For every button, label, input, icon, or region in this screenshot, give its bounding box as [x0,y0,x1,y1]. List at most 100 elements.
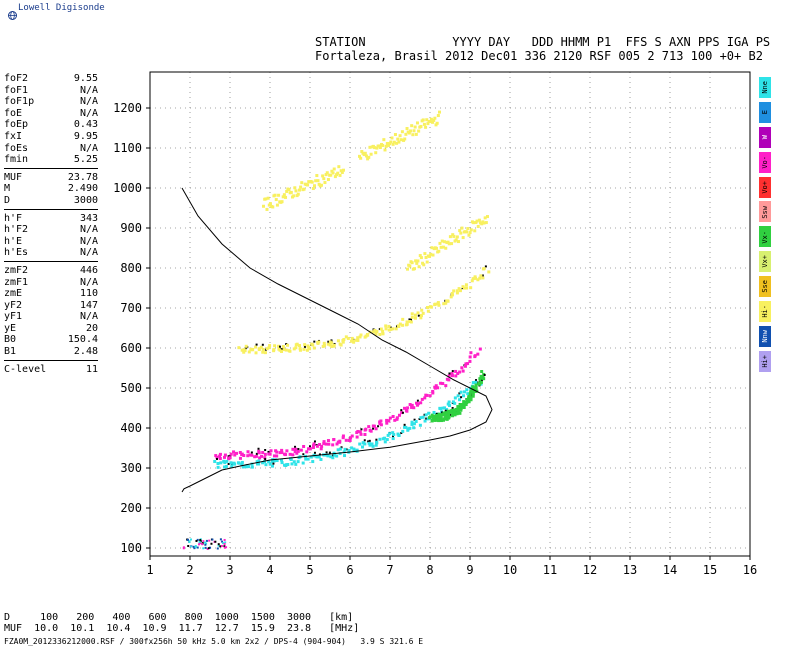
echo-point [473,388,477,392]
echo-point-hop [432,118,436,122]
param-row: foEs N/A [4,143,98,155]
param-value: 150.4 [67,334,98,346]
echo-point [408,403,412,407]
echo-point-low [198,543,201,546]
echo-point [250,348,254,352]
legend-chip-hi-: Hi- [759,301,771,323]
echo-point [431,418,435,422]
echo-point-hop [460,226,464,230]
y-tick-label: 1200 [113,101,142,115]
echo-point [451,400,455,404]
echo-point-hop [373,146,377,150]
echo-point [420,314,424,318]
echo-point [465,401,469,405]
echo-point [450,374,454,378]
echo-point-hop [465,230,469,234]
echo-point-hop [476,224,480,228]
echo-point [322,341,326,345]
echo-point [356,429,360,433]
echo-point [219,461,223,465]
y-tick-label: 700 [120,301,142,315]
echo-point [459,390,463,394]
echo-point [248,453,252,457]
echo-point [224,464,228,468]
echo-point [464,283,468,287]
legend-label: Vo+ [761,180,769,194]
echo-point [452,289,456,293]
echo-point [394,327,398,331]
echo-point [305,450,309,454]
echo-point [444,301,448,305]
echo-point-dark [441,411,444,414]
echo-point-low [202,547,205,550]
echo-point-hop [310,180,314,184]
echo-point [259,345,263,349]
echo-point [322,440,326,444]
echo-point-hop [431,120,435,124]
echo-point [335,454,339,458]
echo-point-hop [475,219,479,223]
y-tick-label: 800 [120,261,142,275]
echo-point [387,324,391,328]
echo-point-hop [319,183,323,187]
param-value: N/A [79,276,98,288]
echo-point [305,348,309,352]
echo-point [312,442,316,446]
param-value: 3000 [73,194,98,206]
echo-point [447,415,451,419]
echo-point-hop [425,118,429,122]
echo-point-hop [405,127,409,131]
legend-chip-hi-: Hi+ [759,350,771,372]
echo-point-hop [446,240,450,244]
param-row: C-level 11 [4,364,98,376]
param-row: yE 20 [4,323,98,335]
echo-point [391,414,395,418]
echo-point [363,428,367,432]
param-key: h'F2 [4,224,29,236]
echo-point [320,444,324,448]
echo-point-hop [424,255,428,259]
echo-point [292,460,296,464]
echo-point [479,380,483,384]
echo-point-low [199,542,202,545]
echo-point-low [196,538,199,541]
echo-point [446,413,450,417]
echo-point [400,411,404,415]
d-row: D 100 200 400 600 800 1000 1500 3000 [km… [4,612,354,623]
echo-point [218,452,222,456]
echo-point [447,378,451,382]
echo-point [404,425,408,429]
echo-point-dark [460,396,463,399]
echo-point [328,343,332,347]
echo-point-hop [342,168,345,172]
echo-point-hop [293,186,297,190]
echo-point [268,344,272,348]
x-tick-label: 7 [386,563,393,577]
legend-label: Sse [761,280,769,293]
param-row: foF1p N/A [4,96,98,108]
echo-point-hop [414,132,418,136]
param-separator [4,359,98,361]
echo-point-dark [372,427,375,430]
echo-point [257,459,261,463]
param-key: h'Es [4,247,29,259]
echo-point [471,392,475,396]
echo-point [348,439,352,443]
echo-point-dark [216,457,218,460]
echo-point-hop [333,175,337,179]
echo-point [246,450,250,454]
echo-point-hop [274,198,278,202]
echo-point-hop [289,190,293,194]
x-tick-label: 1 [146,563,153,577]
echo-point [431,389,435,393]
echo-point [350,434,354,438]
echo-point [456,411,460,415]
echo-point [298,348,302,352]
echo-point [322,343,326,347]
echo-point [306,447,310,451]
echo-point [290,462,294,466]
echo-point [468,396,472,400]
echo-point [428,394,432,398]
param-value: 110 [79,288,98,300]
echo-point [267,460,271,464]
